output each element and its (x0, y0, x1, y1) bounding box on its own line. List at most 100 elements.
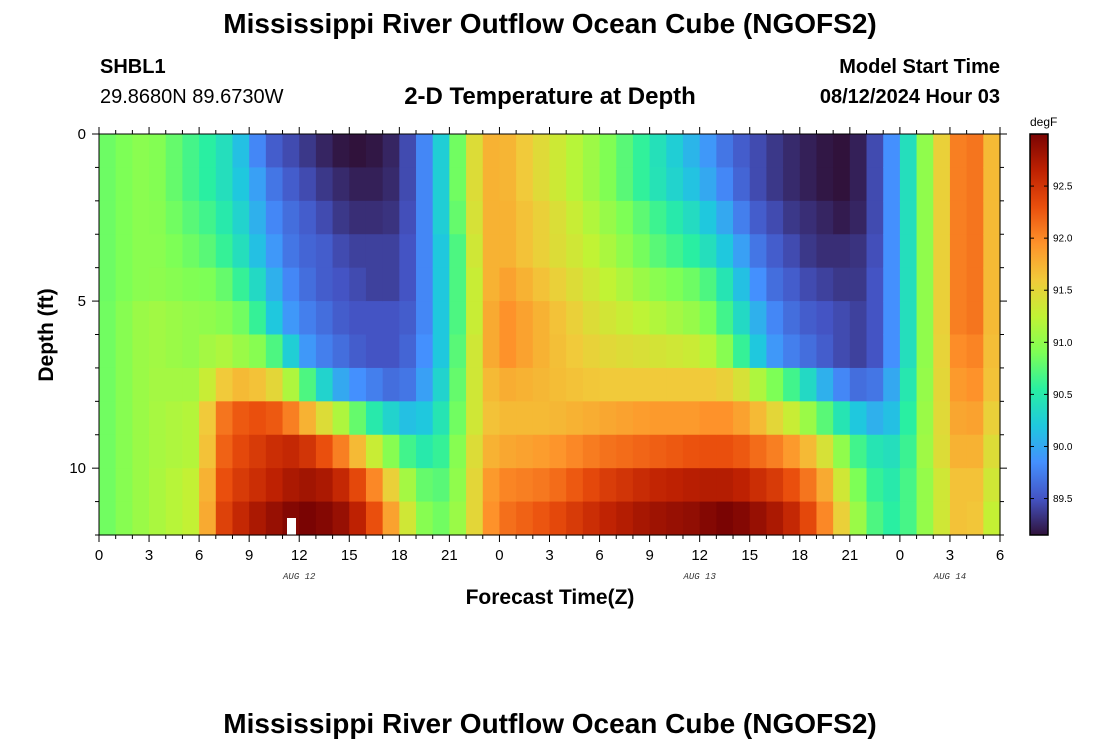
heatmap-cell (466, 267, 484, 302)
heatmap-cell (733, 134, 751, 169)
heatmap-cell (899, 468, 918, 503)
heatmap-cell (949, 134, 968, 169)
heatmap-cell (849, 468, 868, 503)
heatmap-cell (416, 501, 434, 536)
heatmap-cell (482, 200, 501, 235)
heatmap-cell (649, 468, 667, 503)
heatmap-cell (416, 134, 434, 169)
heatmap-cell (666, 234, 684, 269)
heatmap-cell (966, 200, 984, 235)
heatmap-cell (365, 167, 384, 202)
x-axis: 0 3 6 9 12 15 18 21 0 3 6 9 12 15 18 21 0 3 6 AUG 12 AUG 13 A… (95, 127, 1004, 582)
heatmap-cell (165, 234, 184, 269)
heatmap-cell (432, 334, 450, 369)
heatmap-cell (382, 301, 400, 336)
heatmap-cell (332, 167, 350, 202)
heatmap-cell (466, 401, 484, 436)
heatmap-cell (265, 200, 284, 235)
heatmap-cell (849, 501, 868, 536)
heatmap-cell (549, 134, 567, 169)
heatmap-cell (699, 301, 717, 336)
heatmap-cell (299, 267, 317, 302)
heatmap-cell (766, 200, 784, 235)
heatmap-cell (833, 301, 851, 336)
heatmap-cell (783, 200, 801, 235)
heatmap-cell (349, 301, 367, 336)
heatmap-cell (749, 501, 768, 536)
heatmap-cell (833, 501, 851, 536)
heatmap-cell (616, 134, 634, 169)
colorbar-tick-label: 92.0 (1053, 234, 1073, 245)
heatmap-cell (432, 167, 450, 202)
heatmap-cell (416, 200, 434, 235)
heatmap-cell (799, 234, 818, 269)
heatmap-cell (99, 234, 117, 269)
x-tick-label: 12 (291, 547, 308, 564)
heatmap-cell (499, 301, 517, 336)
heatmap-cell (215, 301, 234, 336)
heatmap-cell (432, 401, 450, 436)
heatmap-cell (499, 334, 517, 369)
heatmap-cell (99, 367, 117, 402)
heatmap-cell (349, 200, 367, 235)
heatmap-cell (232, 401, 250, 436)
heatmap-cell (165, 367, 184, 402)
colorbar-tick-label: 91.0 (1053, 338, 1073, 349)
heatmap-cell (165, 200, 184, 235)
heatmap-cell (783, 167, 801, 202)
heatmap-cell (249, 334, 267, 369)
heatmap-cell (849, 301, 868, 336)
heatmap-cell (933, 434, 951, 469)
heatmap-cell (132, 267, 150, 302)
heatmap-cell (532, 434, 551, 469)
heatmap-cell (182, 167, 200, 202)
heatmap-cell (132, 334, 150, 369)
heatmap-cell (699, 234, 717, 269)
heatmap-cell (783, 234, 801, 269)
heatmap-cell (983, 334, 1001, 369)
heatmap-cell (699, 200, 717, 235)
heatmap-cell (432, 234, 450, 269)
heatmap-cell (682, 468, 701, 503)
heatmap-cell (249, 468, 267, 503)
heatmap-cell (165, 434, 184, 469)
heatmap-cell (399, 134, 417, 169)
heatmap-cell (115, 267, 133, 302)
heatmap-cell (582, 134, 601, 169)
heatmap-cell (99, 134, 117, 169)
date-label: AUG 14 (933, 572, 966, 582)
heatmap-cell (265, 234, 284, 269)
colorbar-ticks: 89.5 90.0 90.5 91.0 91.5 92.0 92.5 (1030, 182, 1073, 505)
heatmap-cell (833, 468, 851, 503)
heatmap-cell (699, 167, 717, 202)
heatmap-cell (182, 434, 200, 469)
heatmap-cell (199, 468, 217, 503)
x-tick-label: 6 (195, 547, 203, 564)
heatmap-cell (816, 367, 834, 402)
heatmap-cell (883, 267, 901, 302)
heatmap-cell (232, 134, 250, 169)
heatmap-cell (382, 367, 400, 402)
heatmap-cell (332, 501, 350, 536)
heatmap-cell (749, 267, 768, 302)
heatmap-cell (866, 301, 884, 336)
heatmap-cell (349, 134, 367, 169)
heatmap-cell (566, 367, 584, 402)
heatmap-cell (783, 367, 801, 402)
heatmap-cell (332, 301, 350, 336)
heatmap-cell (766, 334, 784, 369)
heatmap-cell (966, 267, 984, 302)
heatmap-cell (182, 367, 200, 402)
heatmap-cell (682, 501, 701, 536)
heatmap-cell (783, 267, 801, 302)
heatmap-cell (783, 468, 801, 503)
heatmap-cell (599, 267, 617, 302)
heatmap-cell (549, 367, 567, 402)
heatmap-cell (983, 267, 1001, 302)
heatmap-cell (632, 200, 651, 235)
heatmap-cell (332, 134, 350, 169)
heatmap-cell (866, 367, 884, 402)
heatmap-cell (115, 234, 133, 269)
heatmap-cell (182, 468, 200, 503)
heatmap-cell (182, 334, 200, 369)
